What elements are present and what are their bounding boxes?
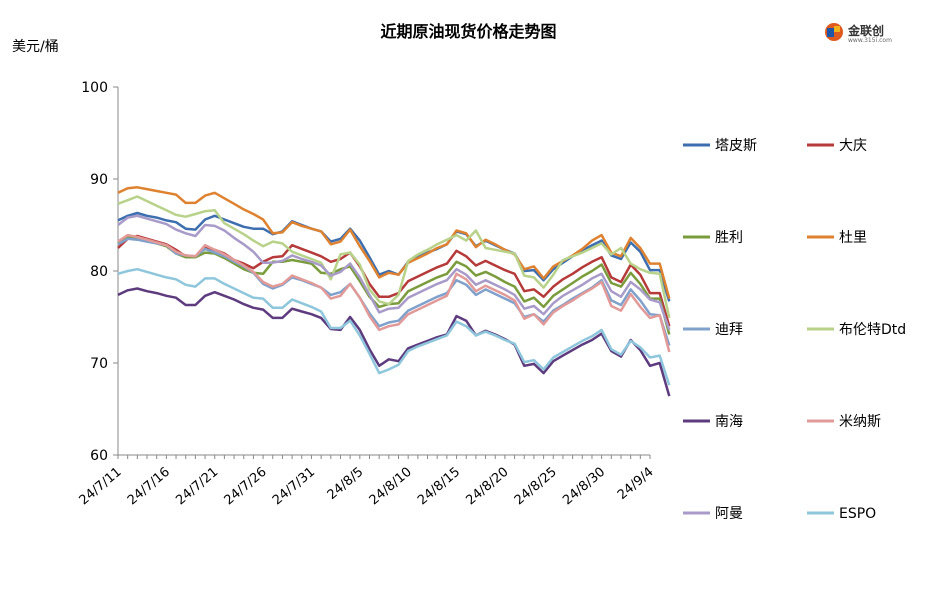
y-axis-unit: 美元/桶 [12, 39, 59, 55]
series-line [117, 211, 671, 302]
x-tick-label: 24/7/26 [222, 465, 270, 509]
series-line [117, 186, 671, 299]
x-tick-label: 24/7/11 [77, 465, 125, 509]
legend-label: ESPO [839, 506, 876, 522]
legend-label: 阿曼 [715, 506, 743, 522]
x-tick-label: 24/8/10 [367, 465, 415, 509]
legend-label: 迪拜 [715, 322, 743, 338]
legend-label: 胜利 [715, 230, 743, 246]
chart-title: 近期原油现货价格走势图 [380, 22, 557, 41]
x-tick-label: 24/8/20 [463, 465, 511, 509]
logo: 金联创 www.315i.com [824, 18, 896, 48]
x-tick-label: 24/8/15 [415, 465, 463, 509]
series-line [117, 267, 671, 386]
x-tick-label: 24/8/30 [560, 465, 608, 509]
series-line [117, 233, 671, 353]
x-tick-label: 24/9/4 [615, 465, 657, 503]
y-tick-label: 100 [81, 80, 108, 96]
x-tick-label: 24/7/31 [270, 465, 318, 509]
logo-name: 金联创 [848, 24, 885, 38]
series-layer [117, 186, 671, 397]
legend-label: 南海 [715, 414, 743, 430]
series-line [117, 214, 671, 331]
x-tick-label: 24/7/21 [173, 465, 221, 509]
y-tick-label: 90 [90, 172, 108, 188]
y-tick-label: 80 [90, 264, 108, 280]
legend-label: 米纳斯 [839, 414, 881, 430]
x-tick-label: 24/8/25 [512, 465, 560, 509]
series-line [117, 195, 671, 319]
legend-label: 杜里 [839, 230, 867, 246]
series-line [117, 234, 671, 335]
series-line [117, 234, 671, 327]
logo-icon [825, 23, 843, 41]
y-tick-label: 70 [90, 356, 108, 372]
legend-label: 布伦特Dtd [839, 322, 906, 338]
series-line [117, 287, 671, 397]
x-tick-label: 24/7/16 [125, 465, 173, 509]
y-tick-label: 60 [90, 448, 108, 464]
legend-label: 大庆 [839, 138, 867, 154]
x-tick-label: 24/8/5 [325, 465, 367, 503]
legend-label: 塔皮斯 [715, 138, 757, 154]
logo-url: www.315i.com [848, 37, 892, 44]
